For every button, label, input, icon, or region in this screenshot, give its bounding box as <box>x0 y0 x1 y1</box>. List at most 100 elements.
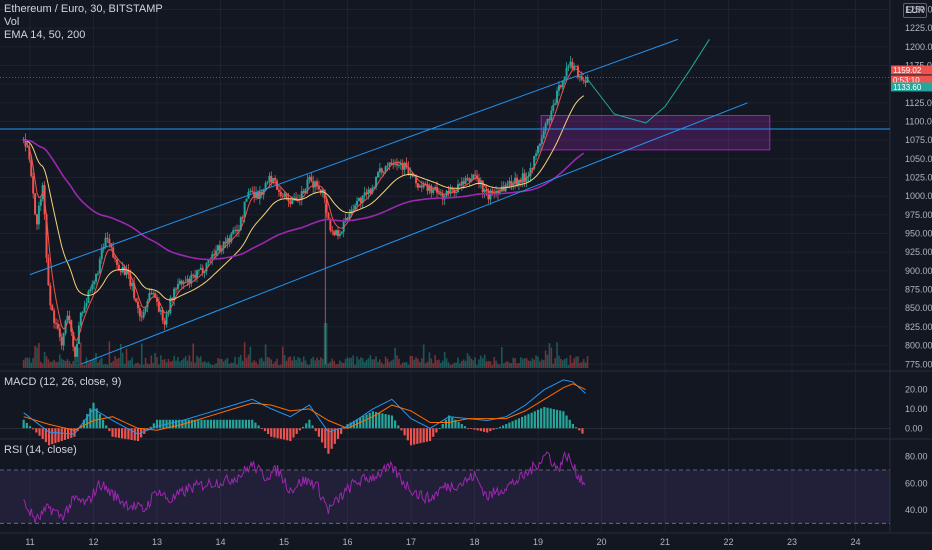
candle-body <box>154 293 157 298</box>
volume-bar <box>238 357 240 368</box>
candle-body <box>136 301 139 309</box>
volume-bar <box>81 364 84 368</box>
price-mark-bg <box>891 65 932 75</box>
candle-body <box>241 217 244 219</box>
macd-histogram-bar <box>349 422 352 429</box>
y-tick-label: 1050.00 <box>905 154 932 164</box>
candle-body <box>386 165 389 167</box>
volume-bar <box>70 363 73 368</box>
candle-body <box>336 230 339 236</box>
volume-bar <box>424 363 427 368</box>
macd-histogram-bar <box>384 414 387 429</box>
macd-histogram-bar <box>419 428 422 444</box>
candle-body <box>239 217 242 230</box>
volume-bar <box>201 362 204 368</box>
candle-body <box>28 146 31 160</box>
volume-bar <box>542 360 545 368</box>
candle-body <box>171 297 174 301</box>
candle-body <box>354 205 357 210</box>
x-tick-label: 14 <box>215 537 225 547</box>
candle-body <box>331 230 334 232</box>
candle-body <box>426 184 429 191</box>
volume-bar <box>219 358 221 368</box>
macd-histogram-bar <box>149 426 152 429</box>
volume-bar <box>373 359 375 368</box>
symbol-legend[interactable]: Ethereum / Euro, 30, BITSTAMP <box>4 3 163 15</box>
candle-body <box>22 138 25 141</box>
volume-bar <box>300 361 303 368</box>
x-tick-label: 20 <box>596 537 606 547</box>
macd-histogram-bar <box>82 419 86 429</box>
candle-body <box>264 183 267 190</box>
volume-bar <box>581 362 583 368</box>
volume-bar <box>245 357 248 368</box>
volume-bar <box>441 360 444 368</box>
macd-histogram-bar <box>565 415 568 429</box>
volume-bar <box>455 362 457 368</box>
candle-body <box>277 189 280 192</box>
candle-body <box>39 199 42 206</box>
volume-bar <box>584 362 587 368</box>
candle-body <box>281 195 284 197</box>
candle-body <box>203 271 206 273</box>
volume-bar <box>285 360 288 368</box>
candle-body <box>563 76 566 81</box>
candle-body <box>479 180 482 183</box>
volume-bar <box>510 363 513 368</box>
volume-bar <box>91 360 94 368</box>
volume-bar <box>272 363 275 368</box>
volume-bar <box>365 359 368 368</box>
volume-bar <box>274 361 276 368</box>
candle-body <box>338 233 341 236</box>
macd-histogram-bar <box>92 402 95 429</box>
volume-bar <box>476 364 478 368</box>
macd-histogram-bar <box>298 428 301 431</box>
candle-body <box>376 172 379 177</box>
macd-histogram-bar <box>387 414 390 429</box>
volume-bar <box>53 359 55 368</box>
rsi-legend[interactable]: RSI (14, close) <box>4 444 77 456</box>
volume-legend[interactable]: Vol <box>4 16 20 28</box>
volume-bar <box>360 357 362 368</box>
macd-histogram-bar <box>235 419 238 429</box>
candle-body <box>304 188 307 194</box>
rsi-tick-label: 40.00 <box>905 505 928 515</box>
macd-histogram-bar <box>324 428 327 449</box>
candle-body <box>222 241 225 249</box>
macd-histogram-bar <box>311 425 314 429</box>
ema-14-line <box>23 68 585 341</box>
y-tick-label: 1225.00 <box>905 23 932 33</box>
x-tick-label: 24 <box>850 537 860 547</box>
volume-bar <box>304 360 307 368</box>
volume-bar <box>461 360 463 368</box>
candle-body <box>287 198 290 202</box>
volume-bar <box>28 358 31 368</box>
ema-legend[interactable]: EMA 14, 50, 200 <box>4 29 86 41</box>
volume-bar <box>217 358 219 368</box>
candle-body <box>420 185 423 188</box>
candle-body <box>466 178 469 180</box>
volume-bar <box>348 358 351 368</box>
macd-histogram-bar <box>511 421 514 429</box>
macd-legend[interactable]: MACD (12, 26, close, 9) <box>4 376 122 388</box>
volume-bar <box>428 352 431 368</box>
macd-histogram-bar <box>492 428 495 430</box>
candle-body <box>310 176 313 182</box>
macd-histogram-bar <box>508 422 511 429</box>
macd-histogram-bar <box>505 424 508 429</box>
macd-histogram-bar <box>184 419 187 429</box>
volume-bar <box>554 358 556 368</box>
candle-body <box>283 193 286 197</box>
currency-badge[interactable]: EUR <box>903 3 927 18</box>
candle-body <box>104 237 107 247</box>
volume-bar <box>396 355 398 368</box>
macd-histogram-bar <box>422 428 425 443</box>
y-tick-label: 950.00 <box>905 229 932 239</box>
volume-bar <box>121 352 124 368</box>
volume-bar <box>489 361 492 368</box>
volume-bar <box>422 344 425 368</box>
candle-body <box>140 316 143 318</box>
candle-body <box>253 191 256 198</box>
macd-histogram-bar <box>241 419 244 429</box>
